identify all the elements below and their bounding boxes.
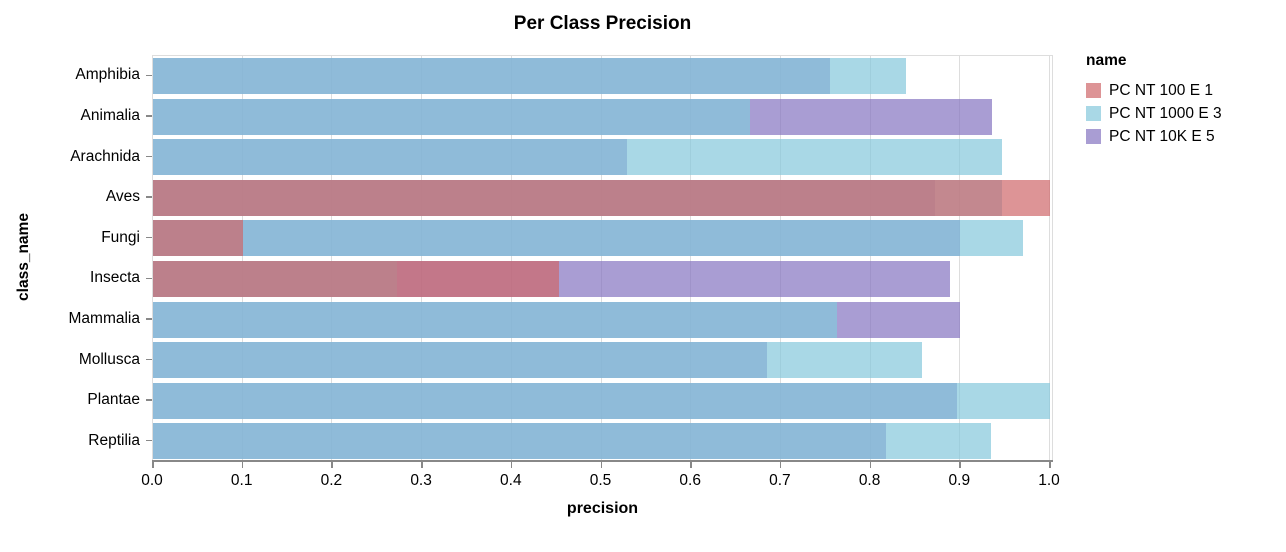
legend-label: PC NT 1000 E 3 [1109,104,1222,122]
x-tick-label-0.0: 0.0 [141,472,163,489]
y-tick-mark [146,115,152,117]
bar-amphibia-pc-nt-1000-e-3 [153,58,907,95]
x-tick-label-0.3: 0.3 [410,472,432,489]
x-tick-mark [1049,462,1051,468]
bar-row-reptilia [153,423,1052,460]
legend-item: PC NT 100 E 1 [1086,79,1222,102]
x-tick-mark [510,462,513,468]
legend-swatch [1086,129,1101,144]
x-tick-mark [959,462,961,468]
legend-items: PC NT 100 E 1 PC NT 1000 E 3 PC NT 10K E 5 [1086,79,1222,148]
x-axis-title: precision [566,500,639,517]
y-tick-mark [146,196,152,198]
y-tick-label-amphibia: Amphibia [75,66,140,84]
bar-aves-pc-nt-100-e-1 [153,179,1050,216]
y-tick-label-aves: Aves [105,188,140,206]
y-tick-label-reptilia: Reptilia [88,431,140,449]
legend-label: PC NT 100 E 1 [1109,81,1213,99]
bar-row-fungi [153,220,1052,257]
bar-row-mollusca [153,342,1052,379]
y-tick-mark [146,358,152,361]
grid-line [241,56,243,460]
y-tick-mark [146,318,152,320]
y-tick-mark [146,277,152,280]
grid-line [1049,56,1050,460]
y-tick-label-plantae: Plantae [87,391,140,409]
legend-item: PC NT 10K E 5 [1086,125,1222,148]
grid-line [510,56,512,460]
bar-mollusca-pc-nt-1000-e-3 [153,342,922,379]
y-tick-label-fungi: Fungi [101,228,140,246]
y-tick-mark [146,74,152,77]
legend: name PC NT 100 E 1 PC NT 1000 E 3 PC NT 10… [1086,52,1222,148]
bar-arachnida-pc-nt-1000-e-3 [153,139,1003,176]
x-tick-label-1.0: 1.0 [1038,472,1060,489]
y-tick-mark [146,236,152,239]
y-tick-mark [146,439,152,442]
bar-row-aves [153,179,1052,216]
x-tick-label-0.8: 0.8 [858,472,881,489]
x-tick-mark [241,462,244,468]
bar-row-insecta [153,261,1052,298]
bar-row-mammalia [153,301,1052,338]
y-axis-title: class_name [15,213,32,301]
bar-plantae-pc-nt-1000-e-3 [153,382,1050,419]
bar-fungi-pc-nt-100-e-1 [153,220,243,257]
y-tick-label-arachnida: Arachnida [70,147,140,165]
grid-line [779,56,781,460]
y-tick-label-animalia: Animalia [80,106,140,124]
x-tick-mark [152,462,154,468]
x-tick-mark [421,462,423,468]
bar-fungi-pc-nt-1000-e-3 [153,220,1024,257]
x-tick-label-0.1: 0.1 [230,472,253,489]
x-tick-label-0.5: 0.5 [589,472,612,489]
y-tick-mark [146,399,152,401]
x-tick-mark [600,462,602,468]
x-tick-mark [331,462,333,468]
chart-title: Per Class Precision [513,13,692,34]
x-tick-label-0.7: 0.7 [769,472,791,489]
y-tick-label-insecta: Insecta [90,269,140,287]
grid-line [331,56,333,460]
bar-row-arachnida [153,139,1052,176]
x-tick-label-0.6: 0.6 [679,472,701,489]
y-tick-mark [146,155,152,158]
y-tick-label-mollusca: Mollusca [78,350,140,368]
grid-line [959,56,961,460]
bar-row-animalia [153,98,1052,135]
x-tick-mark [779,462,782,468]
bar-row-plantae [153,382,1052,419]
bar-row-amphibia [153,58,1052,95]
bar-animalia-pc-nt-1000-e-3 [153,98,750,135]
grid-line [690,56,692,460]
grid-line [600,56,602,460]
y-tick-label-mammalia: Mammalia [68,309,140,327]
grid-line [869,56,871,460]
x-tick-label-0.4: 0.4 [500,472,522,489]
legend-title: name [1086,52,1127,69]
bar-insecta-pc-nt-100-e-1 [153,261,560,298]
legend-swatch [1086,106,1101,121]
plot-area [152,55,1053,461]
grid-line [421,56,423,460]
legend-item: PC NT 1000 E 3 [1086,102,1222,125]
legend-swatch [1086,83,1101,98]
bar-reptilia-pc-nt-1000-e-3 [153,423,991,460]
legend-label: PC NT 10K E 5 [1109,127,1215,145]
x-tick-mark [869,462,872,468]
x-tick-mark [690,462,692,468]
x-tick-label-0.2: 0.2 [320,472,343,489]
x-tick-label-0.9: 0.9 [948,472,971,489]
x-axis-line [152,460,1053,462]
bar-mammalia-pc-nt-1000-e-3 [153,301,838,338]
